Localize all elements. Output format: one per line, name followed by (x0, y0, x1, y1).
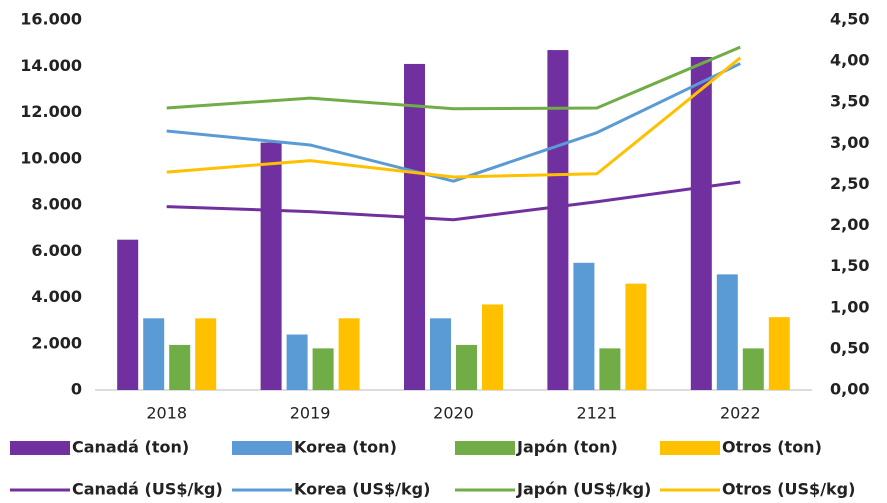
x-tick-label: 2018 (146, 404, 187, 423)
legend-swatch (455, 441, 515, 455)
bar (338, 318, 360, 390)
legend-label: Japón (US$/kg) (516, 480, 651, 499)
y-tick-label: 6.000 (31, 241, 82, 260)
x-tick-label: 2022 (720, 404, 761, 423)
legend-swatch (232, 441, 292, 455)
bar (625, 283, 647, 390)
line-series (166, 45, 741, 111)
legend-label: Canadá (US$/kg) (72, 480, 223, 499)
y2-tick-label: 2,50 (830, 174, 869, 193)
bar (690, 57, 712, 390)
y2-tick-label: 0,50 (830, 338, 869, 357)
line-series (166, 180, 741, 222)
bar (260, 142, 282, 390)
y2-tick-label: 3,00 (830, 133, 869, 152)
bar (286, 334, 308, 390)
y2-tick-label: 3,50 (830, 92, 869, 111)
bar (547, 50, 569, 390)
y2-tick-label: 4,00 (830, 51, 869, 70)
x-tick-label: 2019 (290, 404, 331, 423)
line-series (166, 56, 742, 179)
y-tick-label: 14.000 (20, 56, 82, 75)
legend-swatch (10, 441, 70, 455)
y-tick-label: 0 (71, 380, 82, 399)
bar (117, 239, 139, 390)
y2-tick-label: 1,50 (830, 256, 869, 275)
bar (573, 262, 595, 390)
bar (195, 318, 217, 390)
y-tick-label: 10.000 (20, 148, 82, 167)
bar (599, 348, 621, 390)
bar (312, 348, 334, 390)
bar (716, 274, 738, 390)
bar (143, 318, 165, 390)
bar (456, 344, 477, 390)
y-tick-label: 16.000 (20, 10, 82, 29)
y2-tick-label: 0,00 (830, 380, 869, 399)
bar (742, 348, 764, 390)
y2-tick-label: 1,00 (830, 297, 869, 316)
y-tick-label: 4.000 (31, 287, 82, 306)
legend-swatch (660, 441, 720, 455)
y2-tick-label: 4,50 (830, 10, 869, 29)
y-tick-label: 8.000 (31, 195, 82, 214)
bar (482, 304, 503, 390)
bar (404, 63, 425, 390)
y2-tick-label: 2,00 (830, 215, 869, 234)
bar (430, 318, 451, 390)
x-tick-label: 2121 (577, 404, 618, 423)
legend-label: Otros (US$/kg) (722, 480, 855, 499)
bar (768, 317, 790, 390)
bar (169, 344, 191, 390)
legend-label: Japón (ton) (516, 438, 618, 457)
x-tick-label: 2020 (433, 404, 474, 423)
line-series (166, 62, 741, 183)
y-tick-label: 2.000 (31, 333, 82, 352)
legend-label: Korea (ton) (294, 438, 397, 457)
legend-label: Otros (ton) (722, 438, 822, 457)
legend-label: Korea (US$/kg) (294, 480, 430, 499)
y-tick-label: 12.000 (20, 102, 82, 121)
legend-label: Canadá (ton) (72, 438, 189, 457)
